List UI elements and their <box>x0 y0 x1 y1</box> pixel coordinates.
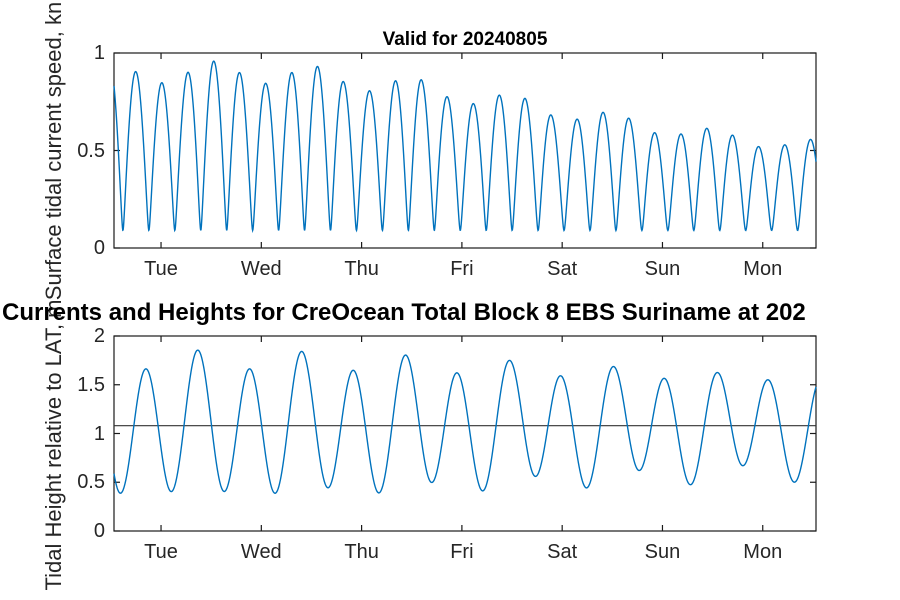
y-tick-label: 1.5 <box>77 373 105 396</box>
x-tick-label: Sat <box>547 258 578 280</box>
x-tick-label: Thu <box>344 258 379 280</box>
x-tick-label: Wed <box>240 541 282 563</box>
axes-box <box>113 335 817 532</box>
y-tick-label: 0 <box>93 237 105 259</box>
x-tick-label: Sun <box>644 258 681 280</box>
top-plot-ylabel: Surface tidal current speed, kn <box>41 1 66 301</box>
x-tick-label: Mon <box>743 258 783 280</box>
y-tick-label: 0.5 <box>77 139 105 162</box>
tidal-height-curve <box>113 349 817 494</box>
bottom-plot-ylabel: Tidal Height relative to LAT, m <box>41 299 66 591</box>
x-tick-label: Tue <box>144 541 178 563</box>
y-tick-label: 1 <box>93 422 105 445</box>
y-tick-label: 1 <box>93 42 105 64</box>
x-tick-label: Wed <box>240 258 282 280</box>
y-tick-label: 0.5 <box>77 471 105 494</box>
x-tick-label: Mon <box>743 541 783 563</box>
x-tick-label: Thu <box>344 541 379 563</box>
figure-title: Currents and Heights for CreOcean Total … <box>2 299 806 326</box>
x-tick-label: Fri <box>450 258 474 280</box>
y-tick-label: 2 <box>93 325 105 347</box>
axes-box <box>113 52 817 249</box>
x-tick-label: Fri <box>450 541 474 563</box>
x-tick-label: Tue <box>144 258 178 280</box>
y-tick-label: 0 <box>93 520 105 542</box>
top-plot-title: Valid for 20240805 <box>382 29 548 50</box>
x-tick-label: Sun <box>644 541 681 563</box>
x-tick-label: Sat <box>547 541 578 563</box>
surface-current-speed-curve <box>113 60 817 234</box>
